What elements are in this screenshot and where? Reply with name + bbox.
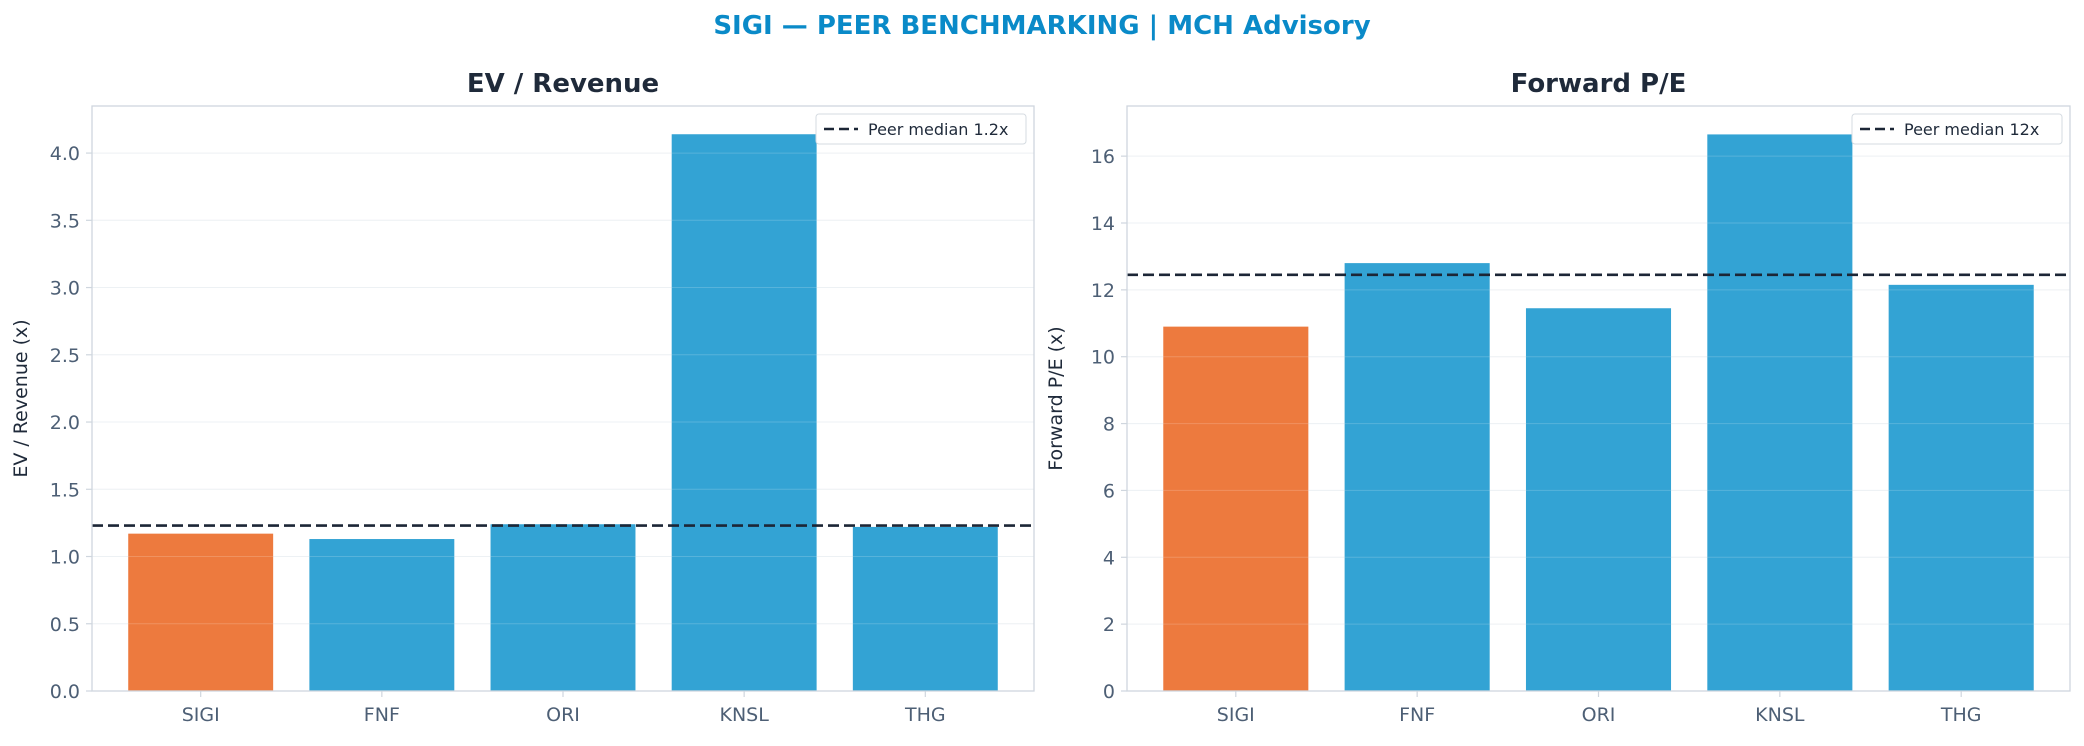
x-tick-label: ORI — [1582, 704, 1616, 726]
figure-title: SIGI — PEER BENCHMARKING | MCH Advisory — [713, 11, 1370, 41]
x-tick-label: KNSL — [1755, 704, 1805, 726]
plot-frame — [1126, 105, 2071, 692]
x-tick-label: KNSL — [719, 704, 769, 726]
y-tick-label: 12 — [1091, 280, 1115, 302]
y-tick-label: 1.5 — [50, 479, 80, 501]
panel-title: Forward P/E — [1511, 69, 1687, 99]
y-tick-label: 0.0 — [50, 681, 80, 703]
y-tick-label: 14 — [1091, 213, 1115, 235]
bar-sigi — [1163, 326, 1309, 691]
legend-box — [815, 113, 1027, 145]
y-tick-label: 2 — [1103, 614, 1115, 636]
legend-box — [1851, 113, 2063, 145]
x-tick-label: SIGI — [182, 704, 220, 726]
x-tick-label: FNF — [1399, 704, 1435, 726]
y-axis-label: Forward P/E (x) — [1045, 326, 1067, 470]
y-tick-label: 8 — [1103, 414, 1115, 436]
legend: Peer median 1.2x — [815, 113, 1027, 145]
chart-panel-2: SIGI FNF ORI KNSL THG 0 2 4 6 8 10 12 14 16 Forward P/… — [1045, 69, 2071, 726]
panel-title: EV / Revenue — [467, 69, 659, 99]
legend-label: Peer median 12x — [1904, 120, 2039, 139]
y-tick-label: 1.0 — [50, 547, 80, 569]
y-tick-label: 3.0 — [50, 278, 80, 300]
x-tick-label: SIGI — [1217, 704, 1255, 726]
bar-ori — [490, 524, 636, 691]
y-tick-label: 6 — [1103, 480, 1115, 502]
y-tick-label: 3.5 — [50, 210, 80, 232]
y-tick-label: 4 — [1103, 547, 1115, 569]
bar-knsl — [671, 134, 817, 691]
x-tick-label: FNF — [364, 704, 400, 726]
y-axis-label: EV / Revenue (x) — [10, 319, 32, 477]
bar-thg — [1888, 284, 2034, 691]
chart-panel-1: SIGI FNF ORI KNSL THG 0.0 0.5 1.0 1.5 2.0 2.5 3.0 3.… — [10, 69, 1035, 726]
x-tick-label: ORI — [546, 704, 580, 726]
x-tick-label: THG — [904, 704, 946, 726]
y-tick-label: 2.5 — [50, 345, 80, 367]
plot-frame — [91, 105, 1035, 692]
bar-fnf — [309, 539, 455, 691]
y-tick-label: 2.0 — [50, 412, 80, 434]
y-tick-label: 4.0 — [50, 143, 80, 165]
bar-thg — [852, 526, 998, 691]
y-tick-label: 16 — [1091, 146, 1115, 168]
bar-fnf — [1344, 263, 1490, 691]
x-tick-label: THG — [1940, 704, 1982, 726]
bar-ori — [1525, 308, 1672, 691]
y-tick-label: 0.5 — [50, 614, 80, 636]
bar-knsl — [1707, 134, 1853, 691]
y-tick-label: 0 — [1103, 681, 1115, 703]
legend: Peer median 12x — [1851, 113, 2063, 145]
legend-label: Peer median 1.2x — [868, 120, 1008, 139]
y-tick-label: 10 — [1091, 347, 1115, 369]
bar-sigi — [128, 533, 274, 691]
